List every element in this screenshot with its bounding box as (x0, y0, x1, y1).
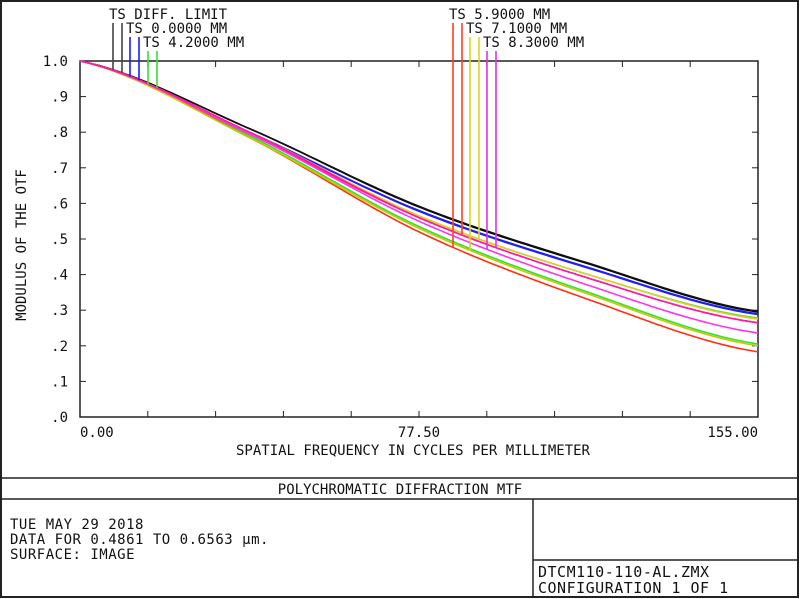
mtf-curve (79, 60, 759, 334)
legend-label: TS 4.2000 MM (143, 35, 244, 51)
y-tick-label: .4 (51, 268, 68, 284)
info-file: DTCM110-110-AL.ZMX (538, 563, 710, 581)
y-tick-label: .5 (51, 232, 68, 248)
x-tick-label: 155.00 (707, 425, 758, 441)
y-tick-label: .2 (51, 339, 68, 355)
mtf-curve (79, 60, 759, 345)
y-tick-label: .1 (51, 374, 68, 390)
x-tick-label: 77.50 (398, 425, 440, 441)
info-surface: SURFACE: IMAGE (10, 547, 136, 563)
plot-frame (79, 60, 759, 418)
mtf-curve (79, 60, 759, 313)
info-configuration: CONFIGURATION 1 OF 1 (538, 579, 729, 597)
info-wavelength: DATA FOR 0.4861 TO 0.6563 µm. (10, 532, 269, 548)
mtf-curve (79, 60, 759, 347)
legend-label: TS DIFF. LIMIT (109, 7, 228, 23)
x-axis-label: SPATIAL FREQUENCY IN CYCLES PER MILLIMET… (236, 443, 591, 459)
mtf-curve (79, 60, 759, 324)
y-tick-label: .0 (51, 410, 68, 426)
y-tick-label: .8 (51, 125, 68, 141)
info-date: TUE MAY 29 2018 (10, 517, 144, 533)
chart-title: POLYCHROMATIC DIFFRACTION MTF (278, 482, 522, 498)
y-tick-label: .6 (51, 196, 68, 212)
legend-label: TS 5.9000 MM (449, 7, 550, 23)
y-tick-label: .3 (51, 303, 68, 319)
y-tick-label: 1.0 (43, 54, 68, 70)
legend-label: TS 0.0000 MM (126, 21, 227, 37)
y-tick-label: .7 (51, 161, 68, 177)
y-axis-label: MODULUS OF THE OTF (14, 169, 30, 321)
legend-label: TS 7.1000 MM (466, 21, 567, 37)
x-tick-label: 0.00 (80, 425, 114, 441)
y-tick-label: .9 (51, 90, 68, 106)
legend-label: TS 8.3000 MM (483, 35, 584, 51)
